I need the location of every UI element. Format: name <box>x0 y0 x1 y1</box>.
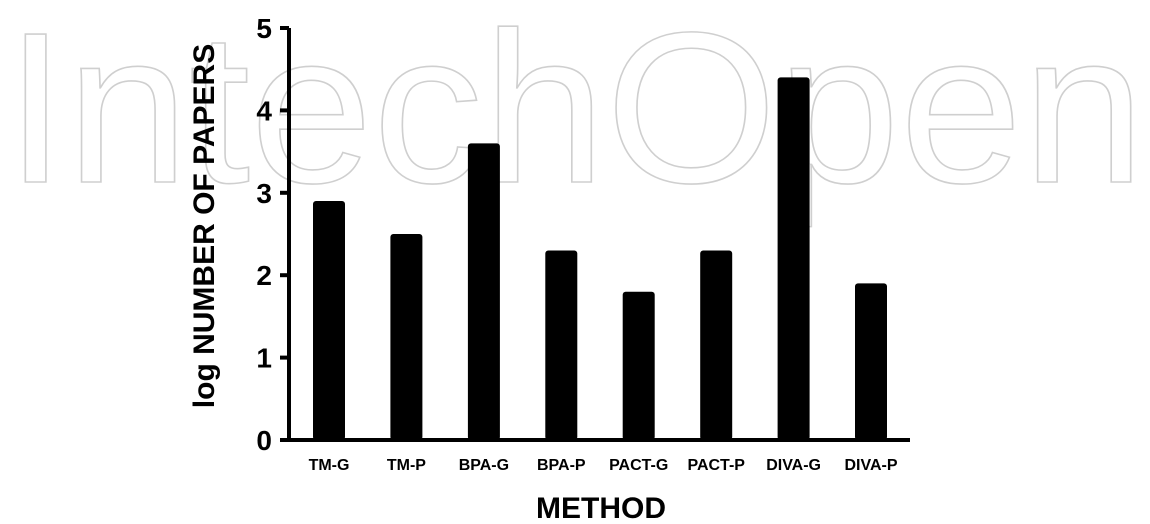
x-tick-label: TM-G <box>309 457 350 474</box>
watermark-logo: IntechOpen <box>5 0 1145 228</box>
x-axis-title: METHOD <box>536 492 666 524</box>
x-tick-label: PACT-G <box>609 457 668 474</box>
x-tick-label: DIVA-G <box>766 457 821 474</box>
x-labels-group: TM-G TM-P BPA-G BPA-P PACT-G PACT-P DIVA-G DIVA… <box>309 457 898 474</box>
bar-bpa-g <box>467 143 500 440</box>
y-tick-label: 4 <box>256 95 272 126</box>
bar-diva-p <box>855 283 887 440</box>
x-tick-label: TM-P <box>387 457 426 474</box>
y-tick-label: 1 <box>256 343 272 374</box>
bar-bpa-p <box>545 250 578 440</box>
y-tick-label: 0 <box>256 425 272 456</box>
bar-tm-g <box>313 201 345 440</box>
x-tick-label: BPA-P <box>537 457 586 474</box>
y-tick-label: 2 <box>256 260 272 291</box>
bars-group <box>313 77 887 441</box>
x-tick-label: PACT-P <box>687 457 745 474</box>
x-tick-label: DIVA-P <box>844 457 897 474</box>
bar-diva-g <box>777 77 810 441</box>
x-tick-label: BPA-G <box>459 457 509 474</box>
y-tick-label: 3 <box>256 178 272 209</box>
y-tick-label: 5 <box>256 13 272 44</box>
bar-pact-g <box>622 291 655 440</box>
bar-tm-p <box>390 234 423 440</box>
y-ticks-group: 0 1 2 3 4 5 <box>256 13 289 456</box>
y-axis-title: log NUMBER OF PAPERS <box>188 44 221 408</box>
bar-pact-p <box>700 250 733 440</box>
